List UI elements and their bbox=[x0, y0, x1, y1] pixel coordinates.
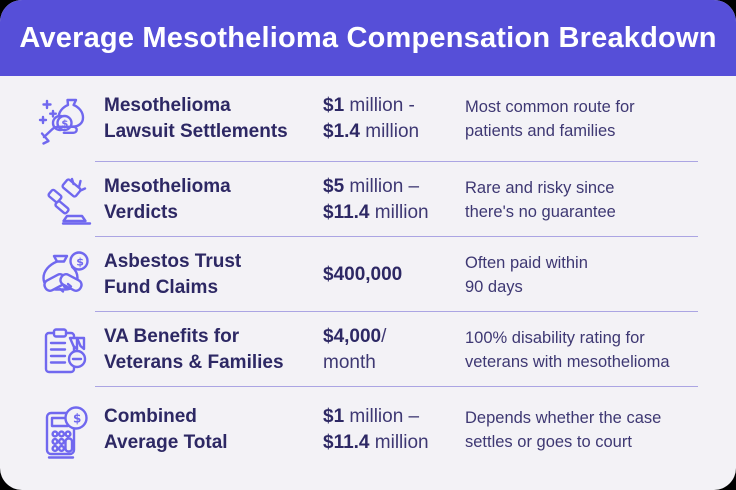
table-row-verdicts: Mesothelioma Verdicts $5 million – $11.4… bbox=[0, 162, 736, 237]
row-amount: $5 million – $11.4 million bbox=[323, 175, 429, 223]
row-amount: $4,000/ month bbox=[323, 325, 387, 373]
svg-text:$: $ bbox=[73, 411, 81, 425]
row-amount: $1 million – $11.4 million bbox=[323, 405, 429, 453]
row-label: VA Benefits for Veterans & Families bbox=[104, 325, 284, 373]
table-row-combined-total: $ Combined Average Total $1 million – $1… bbox=[0, 387, 736, 490]
table-row-lawsuit-settlements: $ Mesothelioma Lawsuit Settlements $1 mi… bbox=[0, 76, 736, 162]
row-description: Most common route for patients and famil… bbox=[465, 98, 635, 140]
row-description: Depends whether the case settles or goes… bbox=[465, 408, 662, 451]
table-row-va-benefits: VA Benefits for Veterans & Families $4,0… bbox=[0, 312, 736, 387]
card-header: Average Mesothelioma Compensation Breakd… bbox=[0, 0, 736, 76]
hand-money-bag-icon: $ bbox=[34, 90, 92, 148]
page-title: Average Mesothelioma Compensation Breakd… bbox=[19, 21, 717, 54]
svg-text:$: $ bbox=[61, 119, 68, 130]
row-amount: $1 million - $1.4 million bbox=[323, 95, 420, 142]
row-description: 100% disability rating for veterans with… bbox=[465, 328, 670, 371]
calculator-coin-icon: $ bbox=[34, 401, 92, 459]
clipboard-medal-icon bbox=[34, 321, 92, 379]
row-label: Mesothelioma Lawsuit Settlements bbox=[104, 95, 288, 142]
row-description: Often paid within 90 days bbox=[465, 253, 588, 296]
row-amount: $400,000 bbox=[323, 263, 403, 285]
gavel-icon bbox=[34, 171, 92, 229]
row-label: Mesothelioma Verdicts bbox=[104, 175, 231, 223]
row-label: Combined Average Total bbox=[104, 405, 228, 453]
table-row-trust-fund-claims: $ Asbestos Trust Fund Claims $400,000 Of… bbox=[0, 237, 736, 312]
money-bag-handshake-icon: $ bbox=[34, 246, 92, 304]
compensation-table: $ Mesothelioma Lawsuit Settlements $1 mi… bbox=[0, 76, 736, 490]
row-description: Rare and risky since there's no guarante… bbox=[465, 178, 616, 221]
row-label: Asbestos Trust Fund Claims bbox=[104, 250, 242, 298]
svg-text:$: $ bbox=[76, 255, 84, 268]
